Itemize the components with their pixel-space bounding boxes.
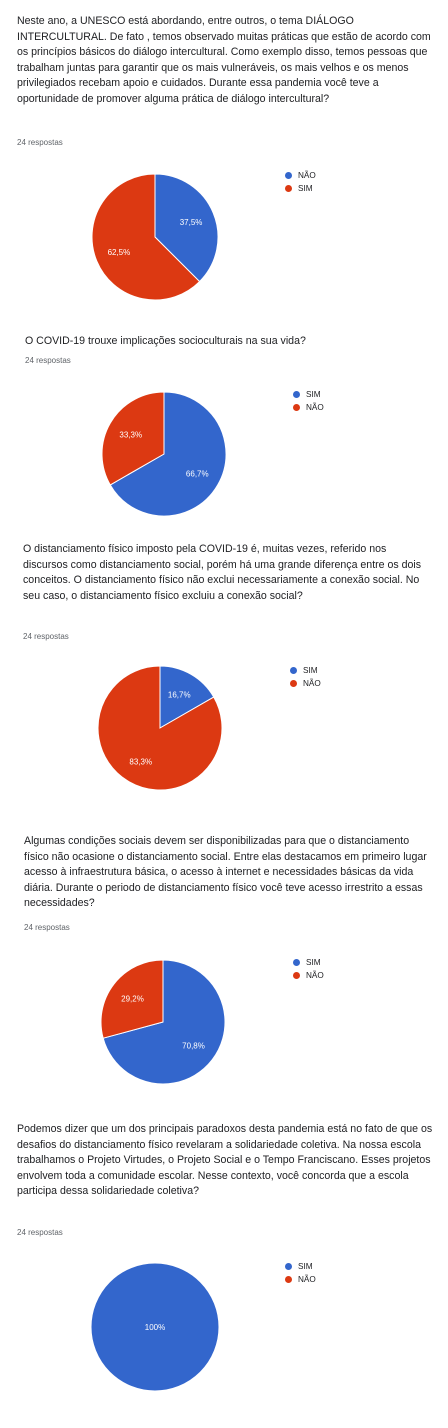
chart-legend: NÃO SIM: [285, 169, 316, 195]
legend-item: SIM: [285, 182, 316, 195]
legend-label: SIM: [303, 666, 318, 675]
question-card-2: O COVID-19 trouxe implicações sociocultu…: [0, 330, 448, 535]
legend-label: NÃO: [306, 971, 324, 980]
legend-item: NÃO: [290, 677, 321, 690]
legend-label: SIM: [306, 390, 321, 399]
question-text: Podemos dizer que um dos principais para…: [17, 1123, 433, 1198]
pie-chart: 37,5% 62,5%: [91, 173, 219, 301]
question-text: Algumas condições sociais devem ser disp…: [24, 835, 427, 910]
pie-chart: 16,7% 83,3%: [97, 665, 223, 791]
response-count: 24 respostas: [23, 632, 69, 641]
pie-slice-no: [154, 173, 219, 283]
pie-slice-sim: [91, 173, 201, 301]
pie-slice-label: 16,7%: [168, 691, 191, 700]
response-count: 24 respostas: [24, 923, 70, 932]
legend-swatch: [285, 1263, 292, 1270]
pie-slice-label: 66,7%: [186, 469, 209, 478]
pie-slice-sim: [102, 959, 226, 1085]
legend-label: NÃO: [303, 679, 321, 688]
pie-slice-sim: [159, 665, 215, 729]
question-card-1: Neste ano, a UNESCO está abordando, entr…: [0, 0, 448, 330]
legend-item: NÃO: [285, 1273, 316, 1286]
response-count: 24 respostas: [17, 1228, 63, 1237]
legend-label: SIM: [298, 184, 313, 193]
legend-label: SIM: [298, 1262, 313, 1271]
legend-swatch: [285, 185, 292, 192]
question-text: O COVID-19 trouxe implicações sociocultu…: [25, 335, 306, 347]
pie-slice-label: 100%: [145, 1323, 165, 1332]
chart-legend: SIM NÃO: [293, 956, 324, 982]
pie-slice-label: 37,5%: [180, 218, 203, 227]
question-card-3: O distanciamento físico imposto pela COV…: [0, 540, 448, 830]
legend-swatch: [285, 1276, 292, 1283]
pie-chart: 66,7% 33,3%: [101, 391, 227, 517]
chart-legend: SIM NÃO: [293, 388, 324, 414]
question-card-4: Algumas condições sociais devem ser disp…: [0, 830, 448, 1120]
question-text: O distanciamento físico imposto pela COV…: [23, 543, 422, 602]
pie-slice-label: 62,5%: [108, 248, 131, 257]
pie-slice-no: [97, 665, 223, 791]
pie-slice-label: 83,3%: [129, 757, 152, 766]
legend-label: NÃO: [306, 403, 324, 412]
legend-label: SIM: [306, 958, 321, 967]
legend-item: NÃO: [293, 401, 324, 414]
legend-swatch: [293, 404, 300, 411]
legend-swatch: [293, 972, 300, 979]
legend-item: NÃO: [293, 969, 324, 982]
pie-slice-no: [101, 391, 165, 486]
legend-swatch: [290, 680, 297, 687]
legend-label: NÃO: [298, 171, 316, 180]
chart-legend: SIM NÃO: [290, 664, 321, 690]
question-card-5: Podemos dizer que um dos principais para…: [0, 1118, 448, 1428]
legend-item: SIM: [290, 664, 321, 677]
legend-label: NÃO: [298, 1275, 316, 1284]
legend-swatch: [285, 172, 292, 179]
pie-slice-label: 70,8%: [182, 1041, 205, 1050]
response-count: 24 respostas: [17, 138, 63, 147]
legend-item: SIM: [285, 1260, 316, 1273]
pie-slice-label: 33,3%: [119, 431, 142, 440]
pie-chart: 100%: [90, 1262, 220, 1392]
legend-item: SIM: [293, 956, 324, 969]
legend-item: NÃO: [285, 169, 316, 182]
legend-swatch: [293, 391, 300, 398]
legend-item: SIM: [293, 388, 324, 401]
question-text: Neste ano, a UNESCO está abordando, entr…: [17, 15, 431, 105]
pie-slice-no: [100, 959, 164, 1039]
response-count: 24 respostas: [25, 356, 71, 365]
pie-slice-sim: [109, 391, 227, 517]
legend-swatch: [293, 959, 300, 966]
pie-slice-sim: [90, 1262, 220, 1392]
legend-swatch: [290, 667, 297, 674]
pie-chart: 70,8% 29,2%: [100, 959, 226, 1085]
chart-legend: SIM NÃO: [285, 1260, 316, 1286]
pie-slice-label: 29,2%: [121, 995, 144, 1004]
